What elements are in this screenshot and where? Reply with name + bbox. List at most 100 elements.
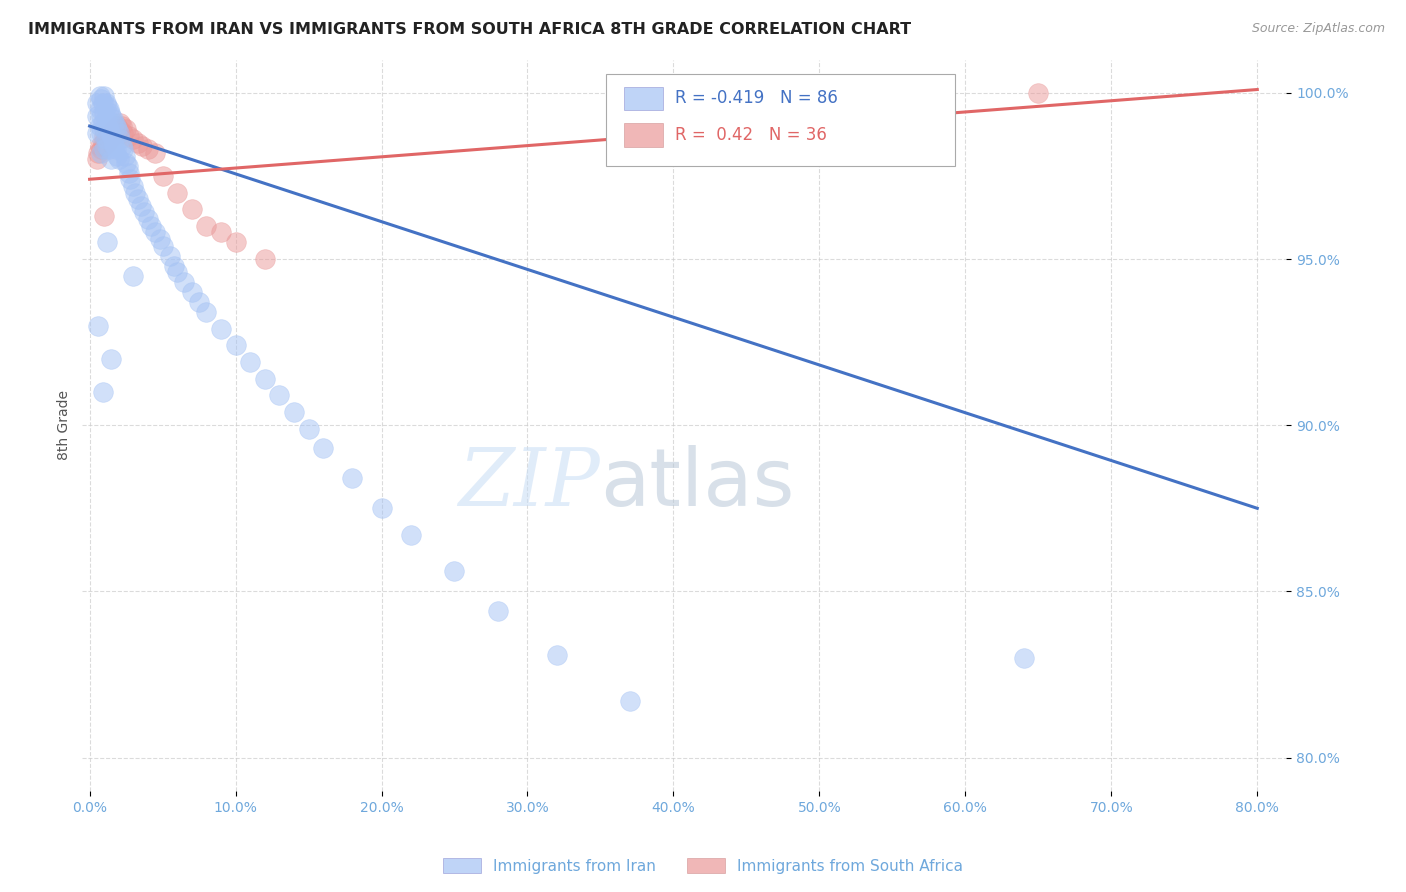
Point xyxy=(103,122,125,136)
Text: Source: ZipAtlas.com: Source: ZipAtlas.com xyxy=(1251,22,1385,36)
Point xyxy=(486,604,509,618)
Point xyxy=(86,153,108,167)
Point xyxy=(103,139,125,153)
Point xyxy=(97,103,120,117)
Point xyxy=(86,126,108,140)
Point xyxy=(97,122,120,136)
Point xyxy=(312,442,335,456)
Point xyxy=(443,565,465,579)
Point xyxy=(253,252,276,266)
Point xyxy=(89,119,111,133)
Point xyxy=(103,116,125,130)
Point xyxy=(110,132,132,146)
Point xyxy=(136,212,159,227)
Point xyxy=(98,132,121,146)
Point xyxy=(122,132,145,146)
Point xyxy=(90,145,112,160)
Point xyxy=(269,388,291,402)
Point xyxy=(93,105,115,120)
Point xyxy=(101,136,124,150)
Point xyxy=(94,95,117,110)
Point xyxy=(96,99,118,113)
Point xyxy=(120,172,142,186)
Y-axis label: 8th Grade: 8th Grade xyxy=(58,390,72,460)
Point xyxy=(105,119,128,133)
Point xyxy=(91,136,114,150)
Text: R =  0.42   N = 36: R = 0.42 N = 36 xyxy=(675,126,827,144)
Point xyxy=(93,89,115,103)
Text: atlas: atlas xyxy=(600,445,794,523)
Point xyxy=(93,142,115,156)
Point xyxy=(152,238,174,252)
Point xyxy=(166,265,188,279)
Point xyxy=(94,132,117,146)
Legend: Immigrants from Iran, Immigrants from South Africa: Immigrants from Iran, Immigrants from So… xyxy=(437,852,969,880)
Point xyxy=(118,166,141,180)
Point xyxy=(96,139,118,153)
Point xyxy=(127,136,149,150)
Point xyxy=(96,119,118,133)
Point xyxy=(90,109,112,123)
Point xyxy=(107,126,129,140)
Point xyxy=(89,89,111,103)
Point xyxy=(93,122,115,136)
Point xyxy=(100,351,122,366)
Point xyxy=(114,149,136,163)
Point xyxy=(115,155,138,169)
Point xyxy=(98,126,121,140)
Point xyxy=(86,109,108,123)
Point xyxy=(100,153,122,167)
Point xyxy=(209,322,232,336)
Point xyxy=(124,186,146,200)
Point xyxy=(110,116,132,130)
Point xyxy=(139,219,162,233)
Point xyxy=(100,126,122,140)
Point xyxy=(180,285,202,300)
Point xyxy=(117,159,139,173)
Point xyxy=(89,139,111,153)
Point xyxy=(180,202,202,216)
Point xyxy=(91,384,114,399)
Point xyxy=(93,129,115,144)
Text: ZIP: ZIP xyxy=(458,445,600,523)
Point xyxy=(94,112,117,127)
Point xyxy=(297,421,319,435)
Point xyxy=(342,471,364,485)
Point xyxy=(112,142,135,156)
Text: R = -0.419   N = 86: R = -0.419 N = 86 xyxy=(675,89,838,107)
Point xyxy=(96,235,118,250)
Point xyxy=(149,232,172,246)
Point xyxy=(100,129,122,144)
Point xyxy=(105,122,128,136)
Point xyxy=(122,178,145,193)
Point xyxy=(107,122,129,136)
Point xyxy=(93,139,115,153)
Text: IMMIGRANTS FROM IRAN VS IMMIGRANTS FROM SOUTH AFRICA 8TH GRADE CORRELATION CHART: IMMIGRANTS FROM IRAN VS IMMIGRANTS FROM … xyxy=(28,22,911,37)
Point xyxy=(195,219,218,233)
Point xyxy=(112,126,135,140)
Point xyxy=(136,142,159,156)
FancyBboxPatch shape xyxy=(624,87,662,110)
Point xyxy=(97,142,120,156)
FancyBboxPatch shape xyxy=(606,74,955,166)
Point xyxy=(122,268,145,283)
Point xyxy=(239,355,262,369)
Point xyxy=(546,648,568,662)
Point xyxy=(115,122,138,136)
Point xyxy=(399,528,422,542)
Point xyxy=(131,139,153,153)
Point xyxy=(107,153,129,167)
FancyBboxPatch shape xyxy=(624,123,662,146)
Point xyxy=(89,103,111,117)
Point xyxy=(188,295,211,310)
Point xyxy=(1028,86,1050,100)
Point xyxy=(96,136,118,150)
Point xyxy=(97,129,120,144)
Point xyxy=(104,142,127,156)
Point xyxy=(370,501,392,516)
Point xyxy=(101,129,124,144)
Point xyxy=(253,372,276,386)
Point xyxy=(166,186,188,200)
Point xyxy=(159,249,181,263)
Point xyxy=(100,109,122,123)
